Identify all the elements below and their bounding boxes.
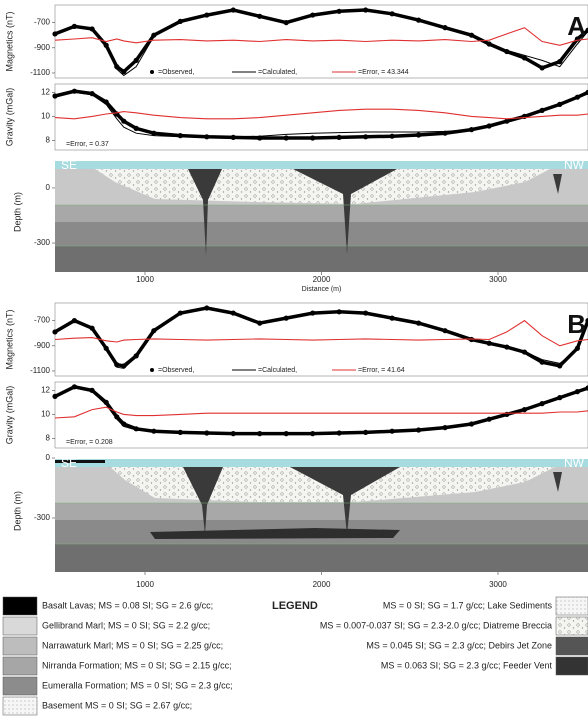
y-tick-label: -1100: [30, 366, 50, 375]
observed-point: [231, 7, 236, 12]
legend-label: MS = 0.007-0.037 SI; SG = 2.3-2.0 g/cc; …: [320, 620, 552, 630]
legend-swatch: [3, 657, 37, 675]
legend-label: =Observed,: [158, 367, 194, 374]
observed-point: [363, 134, 368, 139]
observed-point: [204, 305, 209, 310]
series-line: [55, 321, 588, 346]
legend-label: Gellibrand Marl; MS = 0 SI; SG = 2.2 g/c…: [42, 620, 210, 630]
y-tick-label: 0: [46, 453, 51, 462]
legend-swatch: [3, 637, 37, 655]
legend-label: MS = 0 SI; SG = 1.7 g/cc; Lake Sediments: [383, 600, 553, 610]
observed-point: [178, 133, 183, 138]
legend-swatch: [3, 597, 37, 615]
legend-label: Narrawaturk Marl; MS = 0 SI; SG = 2.25 g…: [42, 640, 223, 650]
figure: Magnetics (nT) -700 -900 -1100 =Observed, =Ca…: [0, 0, 588, 725]
legend-swatch: [3, 697, 37, 715]
observed-point: [557, 59, 562, 64]
y-axis-label: Gravity (mGal): [4, 386, 14, 445]
section-end-label: SE: [61, 158, 77, 172]
observed-point: [416, 132, 421, 137]
y-axis-label: Magnetics (nT): [4, 11, 14, 71]
observed-point: [337, 135, 342, 140]
legend-swatch: [556, 637, 588, 655]
legend-label: Basalt Lavas; MS = 0.08 SI; SG = 2.6 g/c…: [42, 600, 213, 610]
legend-label: =Error, = 43.344: [358, 69, 409, 76]
y-tick-label: -300: [34, 238, 51, 247]
legend-title: LEGEND: [272, 600, 318, 612]
series-line: [55, 109, 588, 119]
legend-swatch: [150, 70, 154, 74]
observed-point: [231, 135, 236, 140]
legend-label: MS = 0.045 SI; SG = 2.3 g/cc; Debirs Jet…: [366, 640, 552, 650]
y-tick-label: 0: [46, 183, 51, 192]
y-tick-label: -1100: [30, 68, 50, 77]
y-tick-label: 10: [41, 410, 50, 419]
legend-label: Nirranda Formation; MS = 0 SI; SG = 2.15…: [42, 660, 232, 670]
legend-label: =Calculated,: [258, 69, 297, 76]
series-line: [55, 309, 588, 369]
y-tick-label: -700: [34, 18, 51, 27]
section-end-label: NW: [564, 456, 585, 470]
cross-section: [55, 450, 588, 572]
plot-frame: [55, 84, 588, 150]
y-tick-label: 8: [46, 136, 51, 145]
observed-point: [52, 93, 57, 98]
legend-label: =Observed,: [158, 69, 194, 76]
legend-swatch: [150, 368, 154, 372]
legend-label: =Error, = 0.208: [66, 439, 113, 446]
observed-point: [284, 135, 289, 140]
legend-swatch: [556, 597, 588, 615]
legend: LEGEND Basalt Lavas; MS = 0.08 SI; SG = 2…: [3, 597, 588, 715]
legend-swatch: [556, 617, 588, 635]
observed-point: [557, 363, 562, 368]
y-axis-label: Magnetics (nT): [4, 309, 14, 369]
observed-point: [389, 134, 394, 139]
y-tick-label: -700: [34, 316, 51, 325]
y-axis-label: Depth (m): [12, 491, 22, 531]
legend-swatch: [3, 617, 37, 635]
observed-point: [134, 58, 139, 63]
x-tick-label: 1000: [136, 580, 154, 589]
y-tick-label: -900: [34, 43, 51, 52]
legend-swatch: [3, 677, 37, 695]
y-axis-label: Gravity (mGal): [4, 88, 14, 147]
section-end-label: SE: [61, 456, 77, 470]
legend-label: Basement MS = 0 SI; SG = 2.67 g/cc;: [42, 700, 192, 710]
legend-label: =Error, = 0.37: [66, 141, 109, 148]
legend-label: MS = 0.063 SI; SG = 2.3 g/cc; Feeder Ven…: [381, 660, 553, 670]
legend-label: Eumeralla Formation; MS = 0 SI; SG = 2.3…: [42, 680, 233, 690]
x-tick-label: 2000: [313, 580, 331, 589]
series-line: [55, 28, 588, 46]
y-tick-label: 12: [41, 88, 50, 97]
section-end-label: NW: [564, 158, 585, 172]
panel-letter: B: [567, 309, 586, 339]
cross-section: [55, 152, 588, 272]
y-tick-label: 12: [41, 386, 50, 395]
observed-point: [121, 119, 126, 124]
x-tick-label: 3000: [489, 275, 507, 284]
observed-point: [52, 31, 57, 36]
y-tick-label: 8: [46, 434, 51, 443]
panel-letter: A: [567, 11, 586, 41]
y-tick-label: -900: [34, 341, 51, 350]
x-tick-label: 1000: [136, 275, 154, 284]
observed-point: [134, 126, 139, 131]
y-axis-label: Depth (m): [12, 192, 22, 232]
x-axis-label: Distance (m): [302, 286, 342, 293]
legend-swatch: [556, 657, 588, 675]
y-tick-label: 10: [41, 112, 50, 121]
legend-label: =Error, = 41.64: [358, 367, 405, 374]
observed-point: [52, 329, 57, 334]
legend-label: =Calculated,: [258, 367, 297, 374]
y-tick-label: -300: [34, 513, 51, 522]
observed-line: [55, 91, 588, 138]
x-tick-label: 2000: [313, 275, 331, 284]
observed-point: [310, 135, 315, 140]
observed-point: [540, 65, 545, 70]
x-tick-label: 3000: [489, 580, 507, 589]
